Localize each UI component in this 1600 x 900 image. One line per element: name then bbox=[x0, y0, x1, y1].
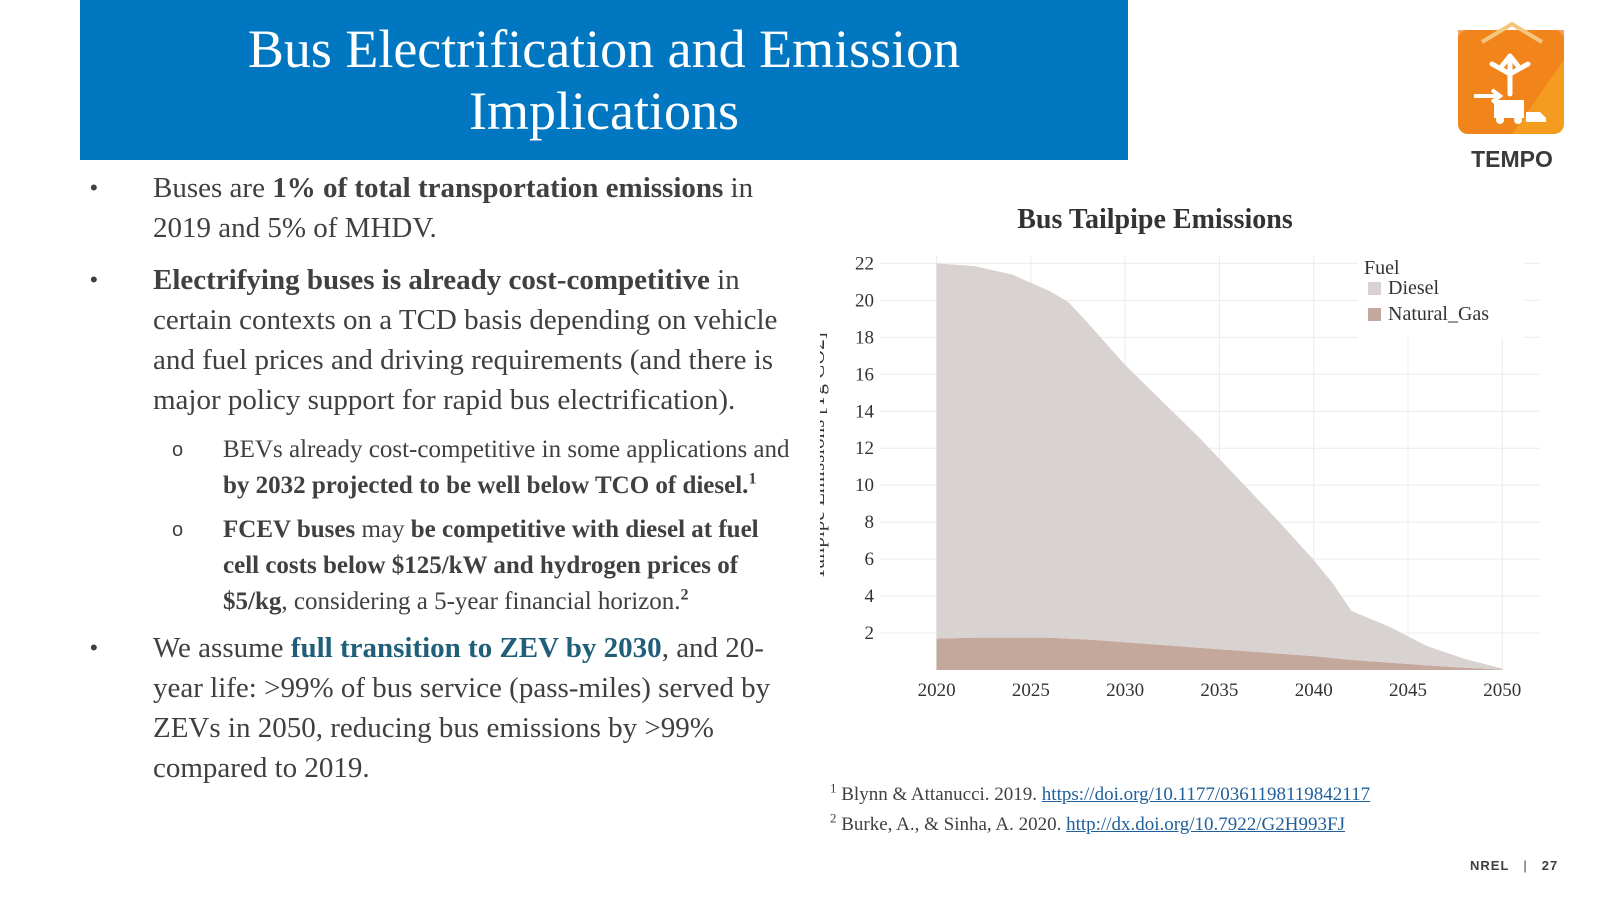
legend-title: Fuel bbox=[1364, 257, 1400, 279]
text: in 2019 and 5% of MHDV. bbox=[153, 172, 754, 244]
emissions-chart: Bus Tailpipe Emissions 24681012141618202… bbox=[820, 204, 1540, 701]
legend-label: Diesel bbox=[1388, 277, 1440, 299]
footnote-ref: 2 bbox=[680, 586, 689, 604]
legend: Fuel Diesel Natural_Gas bbox=[1358, 250, 1524, 338]
text: BEVs already cost-competitive in some ap… bbox=[223, 436, 790, 463]
highlight-text: full transition to ZEV by 2030 bbox=[290, 632, 662, 664]
car-icon bbox=[1526, 112, 1546, 122]
footnote-1: 1 Blynn & Attanucci. 2019. https://doi.o… bbox=[830, 780, 1370, 810]
footnote-link-2[interactable]: http://dx.doi.org/10.7922/G2H993FJ bbox=[1066, 814, 1345, 835]
tempo-logo bbox=[1458, 21, 1564, 134]
legend-bg bbox=[1358, 250, 1524, 338]
bold-text: 1% of total transportation emissions bbox=[272, 172, 724, 204]
x-tick-label: 2045 bbox=[1389, 680, 1427, 701]
y-tick-label: 14 bbox=[855, 401, 875, 422]
y-tick-label: 22 bbox=[855, 253, 874, 274]
area-series bbox=[936, 263, 1503, 670]
text: may bbox=[355, 516, 411, 543]
y-tick-label: 8 bbox=[865, 512, 875, 533]
y-tick-label: 6 bbox=[865, 549, 875, 570]
x-tick-label: 2020 bbox=[918, 680, 956, 701]
footer: NREL | 27 bbox=[1470, 858, 1558, 873]
y-tick-label: 10 bbox=[855, 475, 874, 496]
footnote-ref: 1 bbox=[748, 470, 757, 488]
y-tick-label: 12 bbox=[855, 438, 874, 459]
y-axis-ticks: 2 4 6 8 10 12 14 16 18 20 22 bbox=[855, 253, 875, 644]
footer-separator: | bbox=[1523, 858, 1528, 873]
truck-icon bbox=[1494, 100, 1524, 118]
footnote-text: Burke, A., & Sinha, A. 2020. bbox=[836, 814, 1067, 835]
text: , considering a 5-year financial horizon… bbox=[281, 588, 681, 615]
x-axis-ticks: 2020 2025 2030 2035 2040 2045 2050 bbox=[918, 680, 1522, 701]
footnote-text: Blynn & Attanucci. 2019. bbox=[836, 784, 1042, 805]
text: We assume bbox=[153, 632, 291, 664]
page-title: Bus Electrification and Emission Implica… bbox=[247, 19, 961, 141]
x-tick-label: 2050 bbox=[1483, 680, 1521, 701]
y-tick-label: 2 bbox=[865, 623, 875, 644]
circle-bullet-icon: o bbox=[172, 439, 184, 461]
bullet-list: • Buses are 1% of total transportation e… bbox=[90, 168, 790, 800]
text: Buses are bbox=[153, 172, 273, 204]
legend-swatch bbox=[1368, 308, 1381, 321]
bullet-dot-icon: • bbox=[90, 635, 98, 660]
footnote-number: 1 bbox=[830, 780, 837, 796]
bold-text: Electrifying buses is already cost-compe… bbox=[153, 264, 710, 296]
footnote-link-1[interactable]: https://doi.org/10.1177/0361198119842117 bbox=[1041, 784, 1371, 805]
area-diesel bbox=[936, 263, 1503, 670]
bullet-dot-icon: • bbox=[90, 267, 98, 292]
bullet-2: • Electrifying buses is already cost-com… bbox=[90, 260, 790, 420]
y-tick-label: 20 bbox=[855, 290, 874, 311]
sub-bullet-2: o FCEV buses may be competitive with die… bbox=[90, 512, 790, 620]
y-tick-label: 18 bbox=[855, 327, 874, 348]
logo-text: TEMPO bbox=[1471, 146, 1553, 172]
y-axis-label: Tailpipe Emissions [Tg CO2] bbox=[820, 332, 829, 580]
bullet-1: • Buses are 1% of total transportation e… bbox=[90, 168, 790, 248]
bullet-3: • We assume full transition to ZEV by 20… bbox=[90, 628, 790, 788]
footer-org: NREL bbox=[1470, 858, 1510, 873]
y-tick-label: 16 bbox=[855, 364, 874, 385]
footnote-number: 2 bbox=[830, 810, 837, 826]
bullet-dot-icon: • bbox=[90, 175, 98, 200]
title-bar: Bus Electrification and Emission Implica… bbox=[80, 0, 1128, 160]
chart-title: Bus Tailpipe Emissions bbox=[1017, 204, 1293, 235]
text: , and 20-year life: >99% of bus service … bbox=[153, 632, 771, 784]
area-natural-gas bbox=[936, 637, 1503, 670]
arrows-icon bbox=[1489, 53, 1531, 97]
x-tick-label: 2025 bbox=[1012, 680, 1050, 701]
x-tick-label: 2035 bbox=[1200, 680, 1238, 701]
x-tick-label: 2030 bbox=[1106, 680, 1144, 701]
legend-label: Natural_Gas bbox=[1388, 303, 1489, 325]
footnote-2: 2 Burke, A., & Sinha, A. 2020. http://dx… bbox=[830, 810, 1370, 840]
text: in certain contexts on a TCD basis depen… bbox=[153, 264, 778, 416]
legend-swatch bbox=[1368, 282, 1381, 295]
footnotes: 1 Blynn & Attanucci. 2019. https://doi.o… bbox=[830, 780, 1370, 840]
circle-bullet-icon: o bbox=[172, 519, 184, 541]
bold-text: by 2032 projected to be well below TCO o… bbox=[223, 472, 749, 499]
bold-text: FCEV buses bbox=[223, 516, 356, 543]
x-tick-label: 2040 bbox=[1295, 680, 1333, 701]
sub-bullet-1: o BEVs already cost-competitive in some … bbox=[90, 432, 790, 504]
y-tick-label: 4 bbox=[865, 586, 875, 607]
bold-text: be competitive with diesel at fuel cell … bbox=[223, 516, 759, 615]
page-number: 27 bbox=[1541, 858, 1559, 873]
